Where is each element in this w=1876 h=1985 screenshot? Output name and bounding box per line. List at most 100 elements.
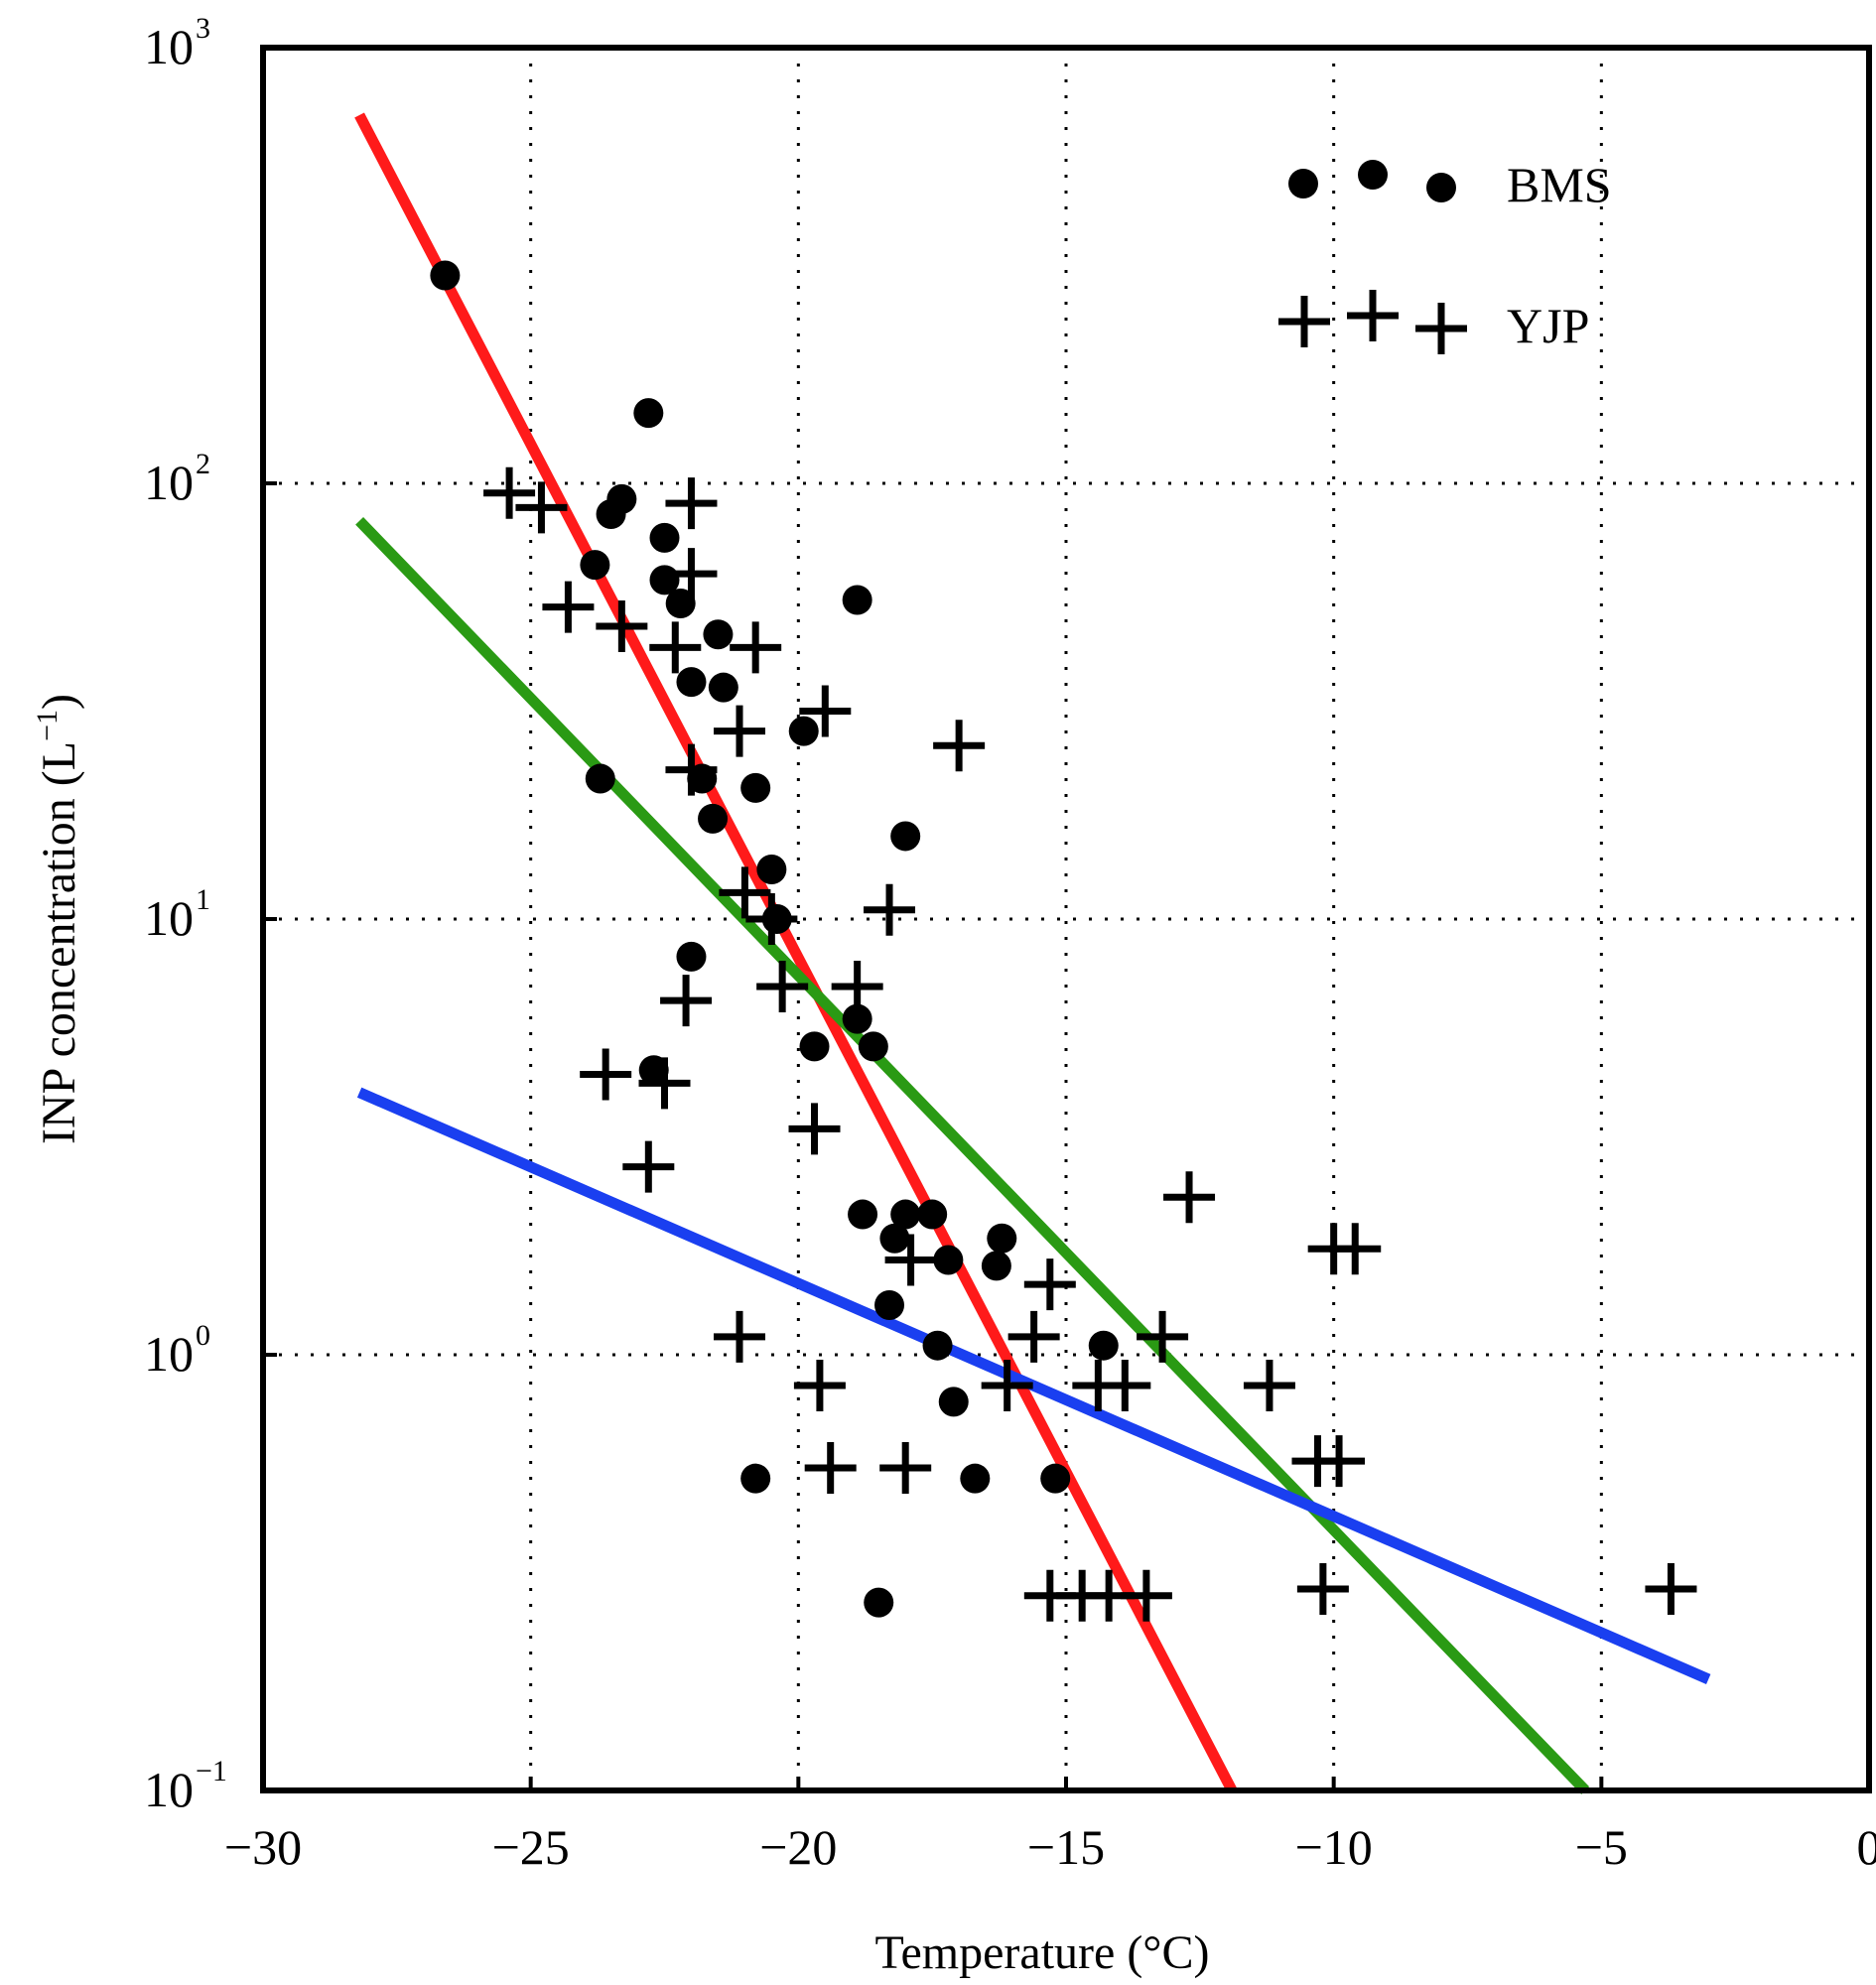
yjp-point	[745, 893, 798, 945]
bms-point	[676, 667, 707, 698]
bms-point	[585, 763, 615, 794]
bms-point	[799, 1031, 830, 1062]
yjp-point	[665, 477, 718, 530]
yjp-point	[864, 883, 916, 936]
legend-label-bms: BMS	[1507, 157, 1612, 212]
bms-point	[981, 1251, 1011, 1281]
yjp-point	[665, 548, 718, 600]
bms-point	[890, 821, 921, 852]
x-tick-label: −5	[1575, 1819, 1628, 1875]
y-tick-label: 10	[144, 455, 194, 510]
bms-point	[1088, 1330, 1119, 1361]
yjp-point	[879, 1441, 932, 1494]
bms-point	[874, 1289, 905, 1320]
yjp-point	[1099, 1359, 1151, 1411]
red-fit-line	[354, 112, 1238, 1793]
yjp-point	[788, 1103, 841, 1155]
yjp-point	[1137, 1310, 1189, 1363]
legend-label-yjp: YJP	[1507, 298, 1589, 353]
green-fit-line	[355, 517, 1590, 1794]
yjp-point	[596, 599, 648, 652]
bms-point	[756, 854, 787, 884]
y-tick-label: 10	[144, 1762, 194, 1817]
yjp-point	[1296, 1563, 1349, 1616]
yjp-point	[799, 685, 852, 737]
x-tick-label: 0	[1857, 1819, 1876, 1875]
yjp-point	[1645, 1563, 1697, 1616]
blue-fit-line	[356, 1087, 1711, 1684]
yjp-point	[1120, 1569, 1172, 1622]
y-axis-title-exponent: −1	[31, 710, 64, 741]
bms-point	[1040, 1463, 1071, 1494]
yjp-point	[638, 1057, 691, 1110]
yjp-point	[714, 1310, 766, 1363]
bms-point	[933, 1245, 964, 1275]
yjp-point	[665, 743, 718, 796]
bms-point	[708, 672, 738, 703]
bms-point	[633, 398, 664, 429]
bms-point	[890, 1199, 921, 1230]
bms-point	[430, 260, 461, 291]
yjp-point	[756, 961, 809, 1012]
bms-point	[917, 1199, 948, 1230]
yjp-point	[793, 1359, 846, 1411]
legend: BMS YJP	[1278, 157, 1612, 354]
legend-bms-marker-2	[1358, 160, 1388, 190]
yjp-point	[719, 866, 771, 919]
bms-point	[858, 1031, 888, 1062]
yjp-point	[1313, 1435, 1366, 1488]
bms-point	[703, 619, 734, 650]
x-tick-label: −10	[1295, 1819, 1373, 1875]
bms-point	[788, 716, 819, 746]
y-tick-label: 10	[144, 1326, 194, 1382]
y-axis-title-close: )	[33, 694, 85, 710]
yjp-point	[1329, 1223, 1382, 1275]
yjp-point	[884, 1234, 937, 1286]
x-tick-label: −15	[1027, 1819, 1105, 1875]
x-axis-title: Temperature (°C)	[874, 1926, 1209, 1979]
yjp-point	[1023, 1258, 1076, 1311]
y-tick-exponent: −1	[196, 1755, 227, 1787]
yjp-point	[804, 1441, 857, 1494]
bms-point	[596, 498, 626, 529]
legend-yjp-marker-3	[1415, 303, 1467, 354]
bms-point	[842, 585, 872, 615]
y-tick-exponent: 3	[196, 12, 210, 45]
yjp-point	[1007, 1310, 1060, 1363]
y-axis-title: INP concentration (L−1)	[31, 694, 85, 1144]
y-tick-exponent: 0	[196, 1319, 210, 1352]
bms-point	[864, 1587, 894, 1618]
bms-point	[740, 1463, 771, 1494]
bms-point	[960, 1463, 991, 1494]
bms-point	[987, 1223, 1017, 1254]
yjp-point	[714, 705, 766, 757]
x-tick-label: −20	[759, 1819, 837, 1875]
bms-point	[580, 550, 610, 581]
fit-lines	[354, 112, 1711, 1794]
x-tick-label: −25	[492, 1819, 570, 1875]
x-axis: −30 −25 −20 −15 −10 −5 0	[224, 1777, 1876, 1875]
yjp-point	[981, 1359, 1033, 1411]
y-axis-title-base: INP concentration (L	[33, 741, 85, 1144]
bms-point	[842, 1003, 872, 1034]
y-tick-exponent: 2	[196, 448, 210, 480]
yjp-point	[1243, 1359, 1295, 1411]
yjp-point	[580, 1048, 632, 1101]
legend-yjp-marker-2	[1347, 290, 1399, 341]
yjp-point	[483, 466, 536, 519]
y-tick-exponent: 1	[196, 883, 210, 916]
bms-point	[698, 803, 729, 834]
bms-point	[848, 1199, 878, 1230]
x-tick-label: −30	[224, 1819, 302, 1875]
y-tick-label: 10	[144, 890, 194, 946]
bms-point	[879, 1223, 910, 1254]
bms-point	[740, 772, 771, 803]
yjp-point	[622, 1140, 675, 1193]
legend-bms-marker-1	[1288, 169, 1318, 198]
yjp-point	[649, 621, 702, 674]
legend-bms-marker-3	[1426, 173, 1456, 202]
bms-point	[676, 941, 707, 972]
